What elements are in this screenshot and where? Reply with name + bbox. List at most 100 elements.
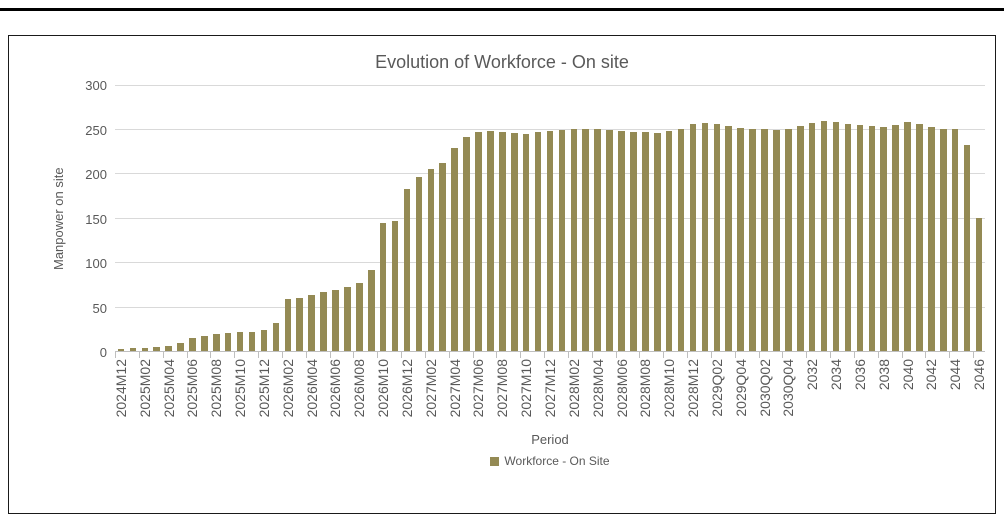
- legend-label: Workforce - On Site: [504, 454, 610, 468]
- x-tick-label: 2029Q04: [732, 359, 749, 417]
- x-axis-tick-labels: 2024M12 2025M02 2025M04 2025M06 2025M08 2025M…: [113, 359, 987, 431]
- x-tick-label: 2027M06: [470, 359, 487, 418]
- x-tick-label: 2028M08: [637, 359, 654, 418]
- bar: [499, 132, 506, 351]
- x-tick-mark: [734, 352, 736, 358]
- x-tick-label: 2028M06: [613, 359, 630, 418]
- x-tick-mark: [567, 352, 569, 358]
- bar: [582, 128, 590, 351]
- bar: [356, 283, 363, 351]
- x-tick-mark: [472, 352, 474, 358]
- x-tick-label: 2027M08: [494, 359, 511, 418]
- bar: [367, 270, 375, 351]
- bar: [975, 217, 983, 351]
- bar: [463, 137, 470, 351]
- bar: [213, 334, 220, 351]
- bar: [165, 345, 172, 351]
- bar: [451, 148, 458, 351]
- x-tick-mark: [258, 352, 259, 358]
- bar: [856, 124, 864, 351]
- legend: Workforce - On Site: [115, 454, 985, 468]
- x-tick-label: 2028M02: [565, 359, 582, 418]
- x-tick-mark: [210, 352, 212, 358]
- workforce-chart: Evolution of Workforce - On site Manpowe…: [8, 35, 996, 514]
- x-tick-mark: [401, 352, 403, 358]
- x-tick-label: 2028M10: [661, 359, 678, 418]
- x-tick-mark: [281, 352, 283, 358]
- bar: [594, 129, 601, 351]
- bar: [785, 128, 792, 351]
- x-tick-mark: [615, 352, 617, 358]
- x-tick-label: 2027M10: [518, 359, 535, 418]
- x-tick-mark: [544, 352, 546, 358]
- bar: [141, 348, 149, 351]
- x-tick-label: 2026M08: [351, 359, 368, 418]
- bar: [260, 329, 268, 351]
- x-tick-mark: [115, 352, 116, 358]
- y-tick-label: 250: [85, 122, 107, 138]
- bar: [546, 131, 554, 351]
- bar: [272, 323, 280, 351]
- top-divider-line: [0, 8, 1004, 11]
- bar: [475, 132, 482, 351]
- bar: [868, 125, 876, 351]
- x-tick-label: 2025M12: [255, 359, 272, 418]
- x-tick-label: 2044: [947, 359, 964, 391]
- x-tick-label: 2038: [875, 359, 892, 391]
- x-tick-label: 2026M02: [279, 359, 296, 418]
- bar: [522, 133, 530, 351]
- gridline: [115, 128, 985, 130]
- gridline: [115, 85, 985, 86]
- x-tick-mark: [782, 352, 784, 358]
- x-axis-title: Period: [531, 432, 569, 447]
- bar: [129, 348, 137, 351]
- bar: [296, 297, 303, 351]
- x-tick-label: 2040: [899, 359, 916, 391]
- x-tick-mark: [591, 352, 593, 358]
- y-tick-label: 200: [85, 167, 107, 182]
- x-tick-mark: [162, 352, 164, 358]
- x-tick-mark: [973, 352, 975, 358]
- bar: [737, 127, 744, 351]
- bar: [510, 132, 518, 351]
- x-tick-label: 2036: [851, 359, 868, 391]
- bar: [189, 337, 196, 351]
- x-tick-mark: [305, 352, 307, 358]
- bar: [630, 132, 637, 351]
- x-tick-mark: [448, 352, 450, 358]
- bar: [236, 332, 244, 351]
- bar: [177, 343, 184, 351]
- bar: [642, 132, 649, 351]
- x-tick-mark: [710, 352, 712, 358]
- x-tick-mark: [758, 352, 760, 358]
- bar: [677, 128, 685, 351]
- x-tick-label: 2034: [828, 359, 845, 391]
- y-tick-label: 100: [85, 256, 107, 271]
- x-tick-label: 2026M04: [303, 359, 320, 418]
- x-tick-mark: [687, 352, 689, 358]
- x-tick-mark: [877, 352, 879, 358]
- bar: [558, 130, 566, 351]
- x-tick-label: 2030Q04: [780, 359, 797, 417]
- bar: [665, 131, 673, 351]
- x-tick-mark: [377, 352, 379, 358]
- y-tick-label: 0: [99, 345, 107, 360]
- x-tick-mark: [186, 352, 188, 358]
- bar: [892, 124, 899, 351]
- x-tick-mark: [353, 352, 355, 358]
- bar: [701, 123, 709, 351]
- bar: [773, 130, 780, 351]
- bar: [880, 126, 887, 351]
- x-tick-label: 2028M12: [685, 359, 701, 418]
- x-tick-mark: [830, 352, 832, 358]
- x-tick-mark: [138, 352, 140, 358]
- x-tick-mark: [806, 352, 808, 358]
- bar: [153, 346, 160, 351]
- bar: [201, 335, 208, 351]
- bar: [117, 349, 125, 351]
- x-tick-label: 2025M04: [160, 359, 177, 418]
- bar: [796, 125, 804, 351]
- bar: [391, 221, 399, 351]
- bar: [832, 122, 840, 351]
